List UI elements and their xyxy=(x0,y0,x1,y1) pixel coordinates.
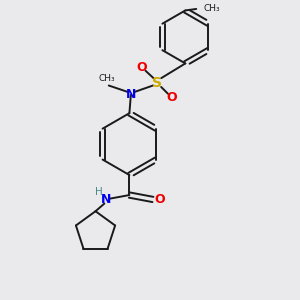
Text: CH₃: CH₃ xyxy=(203,4,220,14)
Text: O: O xyxy=(137,61,147,74)
Text: O: O xyxy=(154,193,165,206)
Text: H: H xyxy=(94,187,102,197)
Text: N: N xyxy=(126,88,136,101)
Text: O: O xyxy=(166,91,177,104)
Text: CH₃: CH₃ xyxy=(99,74,116,83)
Text: N: N xyxy=(100,193,111,206)
Text: S: S xyxy=(152,76,162,90)
